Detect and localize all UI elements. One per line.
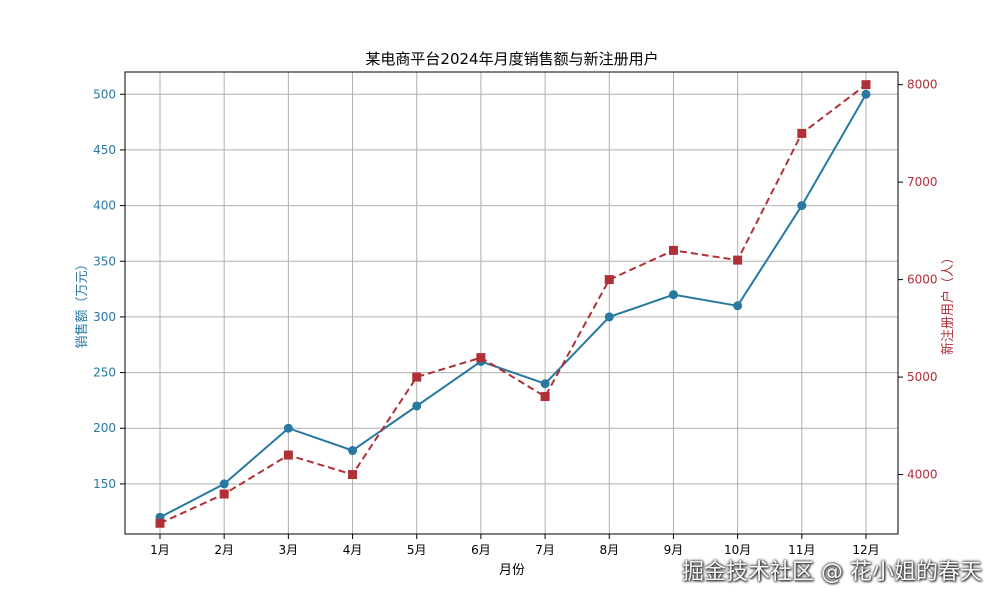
series-1-point — [733, 301, 743, 311]
x-tick-label: 2月 — [214, 543, 234, 557]
y-left-axis: 150 200 250 300 350 400 450 500 — [93, 87, 125, 491]
series-1-point — [668, 290, 678, 300]
series-2-point — [668, 245, 678, 255]
y-right-tick-label: 8000 — [907, 78, 938, 92]
series-2-point — [348, 470, 358, 480]
series-2-point — [155, 518, 165, 528]
x-tick-label: 7月 — [535, 543, 555, 557]
y-right-tick-label: 4000 — [907, 468, 938, 482]
x-tick-label: 5月 — [407, 543, 427, 557]
series-1-point — [219, 479, 229, 489]
watermark: 掘金技术社区 @ 花小姐的春天 — [682, 560, 982, 585]
series-2-point — [412, 372, 422, 382]
series-2-line — [159, 83, 867, 525]
y-right-axis-label: 新注册用户（人） — [940, 251, 956, 355]
series-2-point — [219, 489, 229, 499]
y-left-tick-label: 200 — [93, 421, 116, 435]
y-left-axis-label: 销售额（万元） — [74, 257, 90, 348]
y-left-tick-label: 300 — [93, 310, 116, 324]
y-left-tick-label: 150 — [93, 477, 116, 491]
series-1-line — [159, 93, 867, 519]
y-right-tick-label: 5000 — [907, 370, 938, 384]
series-2-point — [861, 80, 871, 90]
x-tick-label: 9月 — [664, 543, 684, 557]
series-1-point — [540, 379, 550, 389]
series-1-point — [412, 401, 422, 411]
x-tick-label: 8月 — [599, 543, 619, 557]
series-2-point — [733, 255, 743, 265]
x-tick-label: 10月 — [724, 543, 751, 557]
series-1-point — [283, 423, 293, 433]
x-axis-label: 月份 — [499, 563, 525, 578]
y-right-tick-label: 6000 — [907, 273, 938, 287]
series-2-point — [604, 275, 614, 285]
series-2-point — [476, 353, 486, 363]
series-1-point — [604, 312, 614, 322]
x-tick-label: 3月 — [279, 543, 299, 557]
x-axis: 1月 2月 3月 4月 5月 6月 7月 8月 9月 10月 11月 12月 — [150, 534, 880, 557]
x-tick-label: 12月 — [852, 543, 879, 557]
series-1-point — [797, 201, 807, 211]
y-right-tick-label: 7000 — [907, 175, 938, 189]
series-1-point — [348, 446, 358, 456]
y-left-tick-label: 250 — [93, 366, 116, 380]
x-tick-label: 11月 — [788, 543, 815, 557]
y-left-tick-label: 450 — [93, 143, 116, 157]
y-left-tick-label: 400 — [93, 199, 116, 213]
x-tick-label: 6月 — [471, 543, 491, 557]
series-2-point — [540, 392, 550, 402]
series-2-point — [283, 450, 293, 460]
plot-frame — [124, 71, 899, 535]
y-left-tick-label: 350 — [93, 254, 116, 268]
y-right-axis: 4000 5000 6000 7000 8000 — [898, 78, 938, 482]
x-tick-label: 1月 — [150, 543, 170, 557]
series-1-point — [861, 89, 871, 99]
grid — [125, 72, 898, 534]
series-2-point — [797, 128, 807, 138]
x-tick-label: 4月 — [343, 543, 363, 557]
y-left-tick-label: 500 — [93, 87, 116, 101]
chart-title: 某电商平台2024年月度销售额与新注册用户 — [365, 50, 658, 68]
series-layer — [155, 80, 871, 528]
